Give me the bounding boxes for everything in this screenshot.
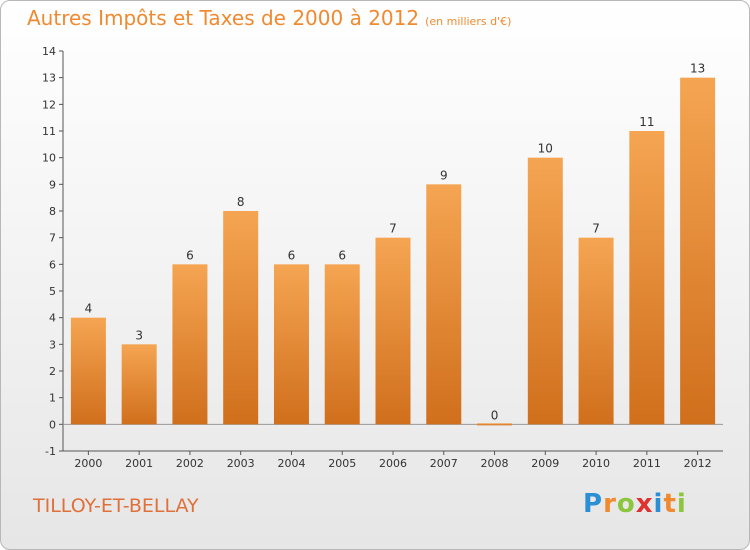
x-tick-label: 2012 (684, 457, 712, 470)
logo-letter: x (635, 489, 654, 519)
x-tick-label: 2001 (125, 457, 153, 470)
commune-name: TILLOY-ET-BELLAY (33, 495, 199, 517)
y-tick-label: -1 (45, 445, 56, 458)
x-tick-label: 2008 (481, 457, 509, 470)
x-tick-label: 2005 (328, 457, 356, 470)
y-tick-label: 11 (42, 125, 56, 138)
bar-2006 (375, 237, 411, 425)
x-tick-label: 2004 (277, 457, 305, 470)
chart-data-labels: 4 3 6 8 6 6 7 9 0 10 7 11 13 (85, 62, 706, 423)
data-label-2007: 9 (440, 168, 448, 182)
y-tick-label: 4 (49, 312, 56, 325)
y-tick-label: 10 (42, 152, 56, 165)
bar-2004 (273, 264, 309, 425)
x-tick-label: 2007 (430, 457, 458, 470)
x-tick-label: 2009 (531, 457, 559, 470)
logo-letter: P (583, 489, 604, 519)
bar-2001 (121, 344, 157, 425)
bar-2005 (324, 264, 360, 425)
bar-2011 (629, 131, 665, 425)
y-tick-label: 14 (42, 45, 56, 58)
data-label-2000: 4 (85, 302, 93, 316)
y-tick-label: 9 (49, 178, 56, 191)
chart-bars (70, 77, 716, 426)
y-tick-label: 1 (49, 392, 56, 405)
y-tick-label: 8 (49, 205, 56, 218)
y-tick-label: 12 (42, 98, 56, 111)
x-tick-label: 2002 (176, 457, 204, 470)
data-label-2010: 7 (592, 222, 600, 236)
chart-title-text: Autres Impôts et Taxes de 2000 à 2012 (27, 6, 420, 30)
y-tick-label: 0 (49, 418, 56, 431)
x-tick-label: 2000 (74, 457, 102, 470)
logo-letter: r (603, 489, 617, 519)
logo-letter: t (663, 489, 677, 519)
bar-2012 (680, 77, 716, 425)
data-label-2008: 0 (491, 408, 499, 422)
proxiti-logo: Proxiti (583, 489, 687, 519)
y-tick-label: 2 (49, 365, 56, 378)
y-tick-label: 13 (42, 72, 56, 85)
x-tick-label: 2003 (227, 457, 255, 470)
data-label-2001: 3 (135, 328, 143, 342)
data-label-2002: 6 (186, 248, 194, 262)
logo-letter: i (653, 489, 664, 519)
chart-title: Autres Impôts et Taxes de 2000 à 2012 (en… (27, 6, 511, 30)
bar-2008 (477, 423, 513, 426)
y-tick-label: 7 (49, 232, 56, 245)
bar-2003 (223, 211, 259, 425)
bar-2000 (70, 317, 106, 425)
x-tick-label: 2006 (379, 457, 407, 470)
bar-2002 (172, 264, 208, 425)
x-tick-label: 2010 (582, 457, 610, 470)
data-label-2005: 6 (338, 248, 346, 262)
bar-2007 (426, 184, 462, 425)
data-label-2006: 7 (389, 222, 397, 236)
data-label-2012: 13 (690, 62, 705, 76)
y-tick-label: 3 (49, 338, 56, 351)
logo-letter: o (616, 489, 636, 519)
data-label-2011: 11 (639, 115, 654, 129)
bar-2009 (527, 157, 563, 425)
data-label-2003: 8 (237, 195, 245, 209)
data-label-2004: 6 (288, 248, 296, 262)
bar-2010 (578, 237, 614, 425)
y-tick-label: 6 (49, 258, 56, 271)
chart-subtitle: (en milliers d'€) (425, 15, 512, 28)
logo-letter: i (676, 489, 687, 519)
x-tick-label: 2011 (633, 457, 661, 470)
y-tick-label: 5 (49, 285, 56, 298)
data-label-2009: 10 (538, 142, 553, 156)
